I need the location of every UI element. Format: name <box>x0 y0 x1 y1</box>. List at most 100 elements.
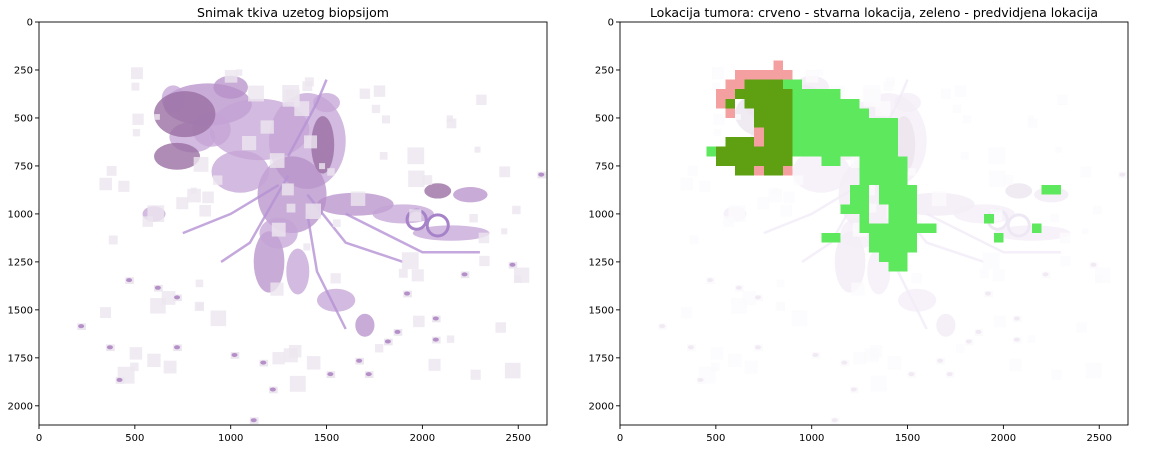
left-tissue-tile <box>195 279 204 288</box>
right-tissue-fragment-bg <box>1012 315 1022 323</box>
right-tissue-fragment <box>965 339 972 344</box>
left-tissue-tile <box>332 219 341 228</box>
right-tissue-region <box>723 206 747 222</box>
right-tissue-fragment <box>687 345 694 350</box>
right-x-tick-label: 2500 <box>1087 433 1112 444</box>
left-tissue-tile <box>305 203 321 219</box>
right-tissue-fragment <box>985 291 992 296</box>
right-axes-frame <box>619 21 1129 426</box>
left-tissue-tile <box>210 310 227 327</box>
left-chart-svg: Snimak tkiva uzetog biopsijom 0 500 1000 150… <box>8 5 548 444</box>
left-y-tick-label: 750 <box>14 161 33 172</box>
right-tissue-region <box>894 93 921 113</box>
left-tissue-tile <box>379 151 388 160</box>
overlap-tumor-cell <box>725 137 755 147</box>
right-tissue-tile <box>711 362 720 372</box>
right-tissue-tile <box>954 85 967 97</box>
left-tissue-fragment <box>384 339 391 344</box>
left-tissue-tile <box>408 170 425 188</box>
left-tissue-tile <box>304 135 318 149</box>
left-tissue-tile <box>212 175 223 185</box>
left-y-tick-label: 1750 <box>8 353 33 364</box>
left-tissue-tile <box>286 203 296 213</box>
left-tissue-tile <box>235 69 243 76</box>
right-tissue-fragment-bg <box>811 352 821 359</box>
right-tissue-tile <box>805 70 819 83</box>
right-x-tick-label: 0 <box>617 433 623 444</box>
predicted-tumor-cell <box>859 204 870 224</box>
right-tissue-vessel <box>1006 213 1031 238</box>
left-x-tick-label: 2500 <box>506 433 531 444</box>
right-tissue-fragment-bg <box>907 371 917 378</box>
left-tissue-tile <box>374 344 384 353</box>
right-tissue-fragment <box>975 329 982 334</box>
right-tissue-tile <box>853 352 866 365</box>
right-tissue-tile <box>713 129 722 137</box>
left-tissue-tile <box>504 362 521 379</box>
predicted-tumor-cell <box>1041 185 1061 195</box>
right-tissue-tile <box>885 77 895 87</box>
right-tissue-fragment <box>1090 262 1097 267</box>
right-tissue-tile <box>728 353 742 368</box>
right-tissue-tile <box>988 147 1006 165</box>
predicted-tumor-cell <box>878 252 908 262</box>
predicted-tumor-cell <box>859 223 937 234</box>
right-y-tick-label: 1250 <box>589 257 614 268</box>
right-x-tick-label: 2000 <box>991 433 1016 444</box>
left-tissue-tile <box>330 273 341 284</box>
right-tissue-tile <box>713 113 725 125</box>
left-tissue-tile <box>306 356 321 370</box>
left-tissue-tile <box>248 85 264 102</box>
left-tissue-tile <box>499 166 511 178</box>
left-tissue-tile <box>446 118 457 129</box>
right-tissue-fragment-bg <box>945 371 955 378</box>
right-tissue-dense-region <box>1005 183 1033 199</box>
right-y-tick-label: 250 <box>595 65 614 76</box>
right-tissue-region <box>936 313 956 337</box>
right-tissue-fragment <box>755 295 762 300</box>
right-tissue-fragment <box>946 372 953 377</box>
left-tissue-tile <box>176 197 189 210</box>
predicted-tumor-cell <box>850 185 870 205</box>
left-tissue-tile <box>327 168 335 176</box>
right-tissue-tile <box>1060 255 1071 267</box>
right-tissue-tile <box>962 115 972 124</box>
right-title: Lokacija tumora: crveno - stvarna lokaci… <box>650 5 1098 20</box>
right-tissue-tile <box>1095 275 1103 283</box>
left-tissue-tile <box>479 255 490 267</box>
right-tissue-tile <box>775 301 785 312</box>
left-tissue-fragment <box>404 291 411 296</box>
left-tissue-tile <box>469 213 478 223</box>
left-tissue-fragment <box>509 262 516 267</box>
right-tissue-fragment <box>697 377 704 382</box>
left-tissue-fragment <box>154 285 161 290</box>
actual-tumor-cell <box>715 89 726 109</box>
left-tissue-fragment <box>250 418 257 423</box>
left-tissue-tile <box>132 129 141 137</box>
predicted-tumor-cell <box>859 156 908 186</box>
right-tissue-tile <box>994 315 1006 328</box>
left-x-tick-label: 2000 <box>410 433 435 444</box>
left-tissue-fragment <box>432 316 439 321</box>
right-tissue-tile <box>867 89 874 97</box>
left-tissue-tile <box>407 147 425 165</box>
left-x-tick-label: 1500 <box>314 433 339 444</box>
left-tissue-image <box>77 67 547 425</box>
right-tissue-fragment-bg <box>965 338 974 346</box>
right-tissue-fragment <box>937 358 944 363</box>
right-tissue-fragment-bg <box>687 344 696 352</box>
predicted-tumor-cell <box>782 79 803 90</box>
right-tissue-tile <box>869 344 883 358</box>
right-tissue-fragment <box>812 352 819 357</box>
right-tissue-tile <box>680 177 693 191</box>
actual-tumor-cell <box>725 108 736 118</box>
right-tissue-fragment <box>735 285 742 290</box>
predicted-tumor-cell <box>840 204 860 214</box>
right-tissue-tile <box>783 191 795 204</box>
left-tissue-dense-region <box>154 91 216 138</box>
right-tissue-tile <box>728 205 746 223</box>
right-tissue-tile <box>757 197 770 210</box>
left-tissue-tile <box>281 183 294 196</box>
right-tissue-tile <box>1027 118 1038 129</box>
left-tissue-region <box>316 288 356 312</box>
